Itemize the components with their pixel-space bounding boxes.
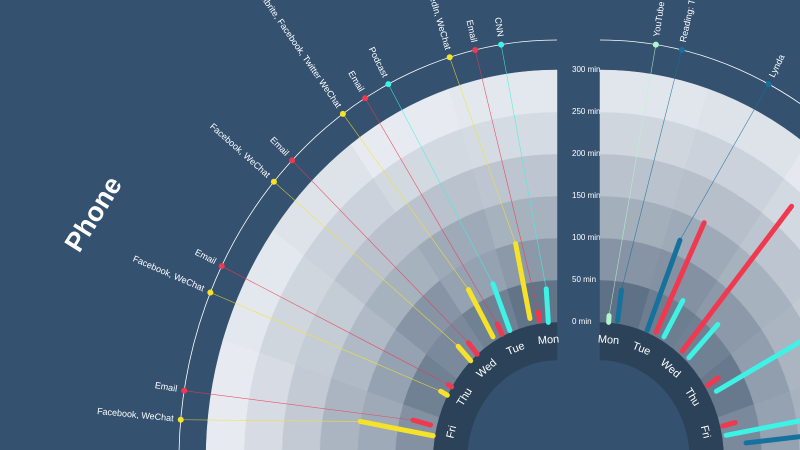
app-label: Email	[464, 19, 479, 43]
label-dot	[678, 46, 685, 53]
label-dot	[177, 416, 184, 423]
usage-bar	[704, 375, 721, 389]
link-line	[449, 57, 516, 244]
usage-bar	[720, 420, 738, 429]
link-line	[608, 44, 657, 316]
label-dot	[181, 387, 188, 394]
scale-label: 200 min	[572, 149, 600, 158]
link-line	[364, 97, 498, 325]
usage-bar	[723, 418, 800, 438]
label-dot	[339, 110, 346, 117]
heat-cell	[791, 298, 800, 319]
link-line	[273, 181, 459, 347]
label-dot	[652, 41, 659, 48]
usage-bar	[410, 417, 434, 428]
label-dot	[270, 178, 277, 185]
label-dot	[446, 54, 453, 61]
label-dot	[498, 41, 505, 48]
label-dot	[765, 81, 772, 88]
link-line	[221, 265, 449, 385]
label-dot	[207, 289, 214, 296]
usage-bar	[465, 340, 480, 357]
outer-arc	[599, 39, 800, 105]
heat-cell	[783, 153, 800, 193]
day-label: Fri	[698, 424, 713, 439]
scale-label: 250 min	[572, 107, 600, 116]
link-line	[621, 49, 683, 291]
label-dot	[218, 263, 225, 270]
usage-bar	[357, 418, 436, 439]
label-dot	[362, 95, 369, 102]
usage-bar	[513, 241, 533, 321]
usage-bar	[653, 220, 707, 335]
usage-bar	[644, 237, 683, 333]
day-label: Mon	[537, 333, 559, 347]
heat-cell	[789, 387, 800, 450]
usage-bar	[713, 338, 800, 394]
usage-bar	[661, 297, 686, 340]
app-label: Email	[154, 380, 178, 394]
link-line	[388, 83, 494, 284]
usage-bar	[490, 281, 513, 333]
link-line	[342, 113, 469, 290]
scale-label: 100 min	[572, 233, 600, 242]
link-line	[679, 83, 769, 241]
label-dot	[385, 81, 392, 88]
heat-cell	[205, 339, 260, 450]
usage-bar	[535, 309, 542, 324]
outer-arc	[178, 39, 558, 450]
link-line	[291, 160, 469, 343]
day-label: Mon	[597, 333, 619, 347]
heat-cell	[696, 88, 800, 179]
link-line	[180, 419, 361, 422]
scale-label: 50 min	[572, 275, 596, 284]
link-line	[184, 390, 414, 421]
scale-label: 300 min	[572, 65, 600, 74]
scale-label: 0 min	[572, 317, 592, 326]
usage-bar	[445, 382, 455, 390]
usage-bar	[438, 388, 450, 398]
usage-bar	[679, 203, 795, 354]
label-dot	[289, 157, 296, 164]
usage-bar	[543, 286, 551, 325]
scale-label: 150 min	[572, 191, 600, 200]
usage-bar	[465, 287, 496, 340]
link-line	[500, 44, 547, 289]
day-label: Fri	[445, 424, 460, 439]
usage-bar	[494, 321, 505, 337]
usage-bar	[455, 343, 474, 364]
usage-bar	[743, 434, 800, 446]
link-line	[474, 49, 539, 312]
link-line	[210, 292, 441, 392]
app-label: CNN	[493, 17, 506, 38]
usage-bar	[686, 321, 721, 361]
usage-bar	[615, 287, 624, 324]
label-dot	[472, 46, 479, 53]
